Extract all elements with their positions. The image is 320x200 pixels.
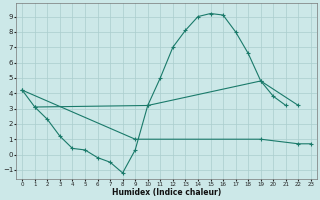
X-axis label: Humidex (Indice chaleur): Humidex (Indice chaleur) — [112, 188, 221, 197]
